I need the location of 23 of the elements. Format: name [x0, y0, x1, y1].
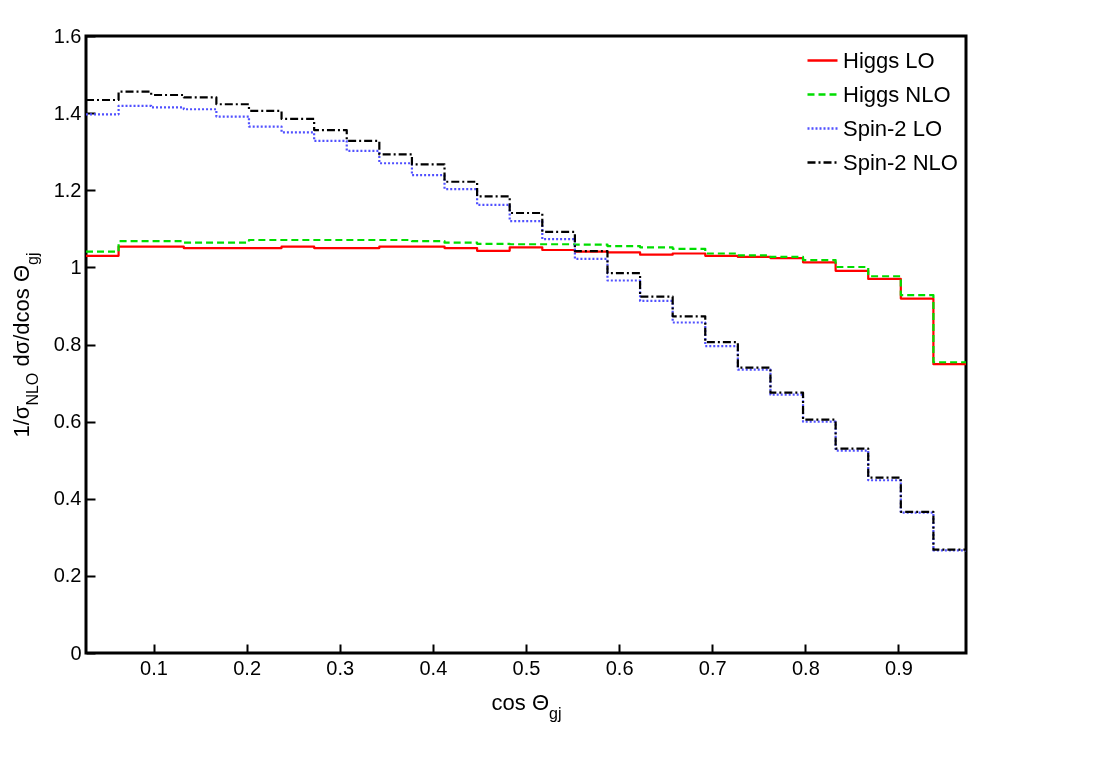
y-tick-label: 0 — [70, 641, 82, 664]
x-axis-title: cos Θ$_{gj}$ — [491, 689, 562, 721]
y-tick-label: 1.2 — [53, 178, 82, 201]
y-tick-label: 0.6 — [53, 410, 82, 433]
legend-label: Higgs NLO — [843, 81, 951, 107]
x-tick-label: 0.8 — [791, 656, 820, 679]
legend-label: Spin-2 LO — [843, 115, 943, 141]
y-tick-label: 0.4 — [53, 487, 82, 510]
x-tick-label: 0.2 — [233, 656, 262, 679]
y-tick-label: 1.6 — [53, 24, 82, 47]
x-tick-label: 0.6 — [605, 656, 634, 679]
y-tick-label: 1.4 — [53, 101, 82, 124]
x-tick-label: 0.3 — [326, 656, 355, 679]
legend-label: Higgs LO — [843, 47, 935, 73]
x-tick-label: 0.4 — [419, 656, 448, 679]
x-tick-label: 0.5 — [512, 656, 541, 679]
x-tick-label: 0.1 — [140, 656, 168, 679]
x-tick-label: 0.7 — [698, 656, 727, 679]
x-tick-label: 0.9 — [885, 656, 913, 679]
y-tick-label: 0.8 — [53, 333, 82, 355]
y-tick-label: 0.2 — [53, 564, 82, 587]
y-tick-label: 1 — [70, 255, 82, 278]
legend-label: Spin-2 NLO — [843, 149, 958, 175]
